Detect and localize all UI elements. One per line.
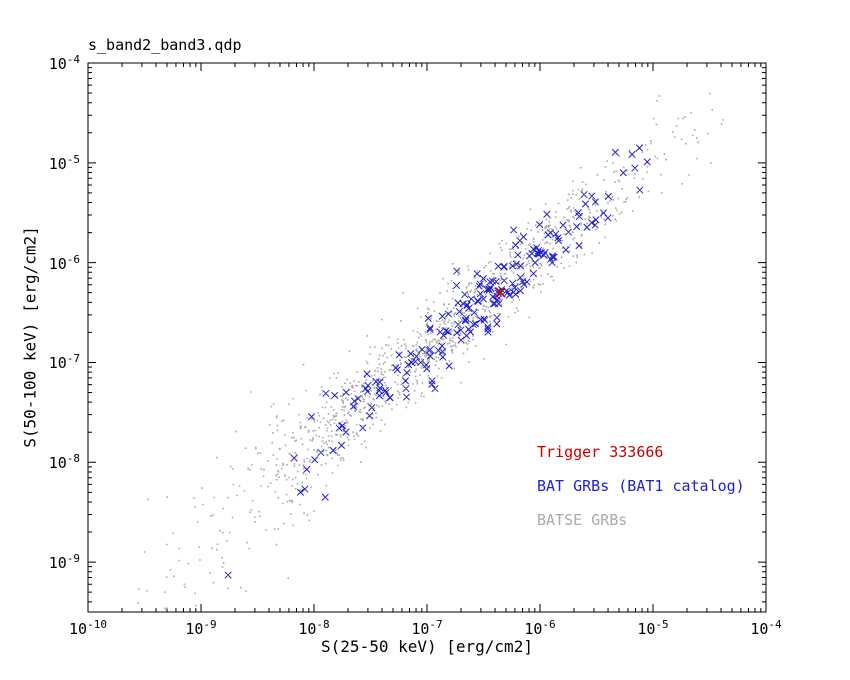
legend-entry-batse-grbs: BATSE GRBs <box>537 511 628 529</box>
x-tick-label: 10-4 <box>750 618 782 638</box>
y-tick-label: 10-9 <box>48 552 80 573</box>
y-tick-label: 10-8 <box>48 452 80 473</box>
series-points-1 <box>224 144 651 579</box>
y-axis-label: S(50-100 keV) [erg/cm2] <box>20 226 40 448</box>
y-tick-label: 10-5 <box>48 152 80 173</box>
x-tick-label: 10-10 <box>69 618 107 638</box>
x-tick-label: 10-5 <box>637 618 669 638</box>
axis-ticks <box>87 62 767 612</box>
x-tick-label: 10-6 <box>524 618 556 638</box>
y-tick-label: 10-6 <box>48 252 80 273</box>
plot-title: s_band2_band3.qdp <box>88 36 242 54</box>
y-tick-label: 10-7 <box>48 352 80 373</box>
legend-entry-bat-grbs: BAT GRBs (BAT1 catalog) <box>537 477 745 495</box>
x-axis-label: S(25-50 keV) [erg/cm2] <box>321 637 533 656</box>
plot-frame <box>87 62 767 613</box>
series-points-2 <box>495 287 506 298</box>
x-tick-label: 10-9 <box>185 618 217 638</box>
series-points-0 <box>137 92 724 610</box>
x-tick-label: 10-8 <box>298 618 330 638</box>
legend-entry-trigger: Trigger 333666 <box>537 443 664 461</box>
y-tick-label: 10-4 <box>48 53 80 73</box>
x-tick-label: 10-7 <box>411 618 443 638</box>
